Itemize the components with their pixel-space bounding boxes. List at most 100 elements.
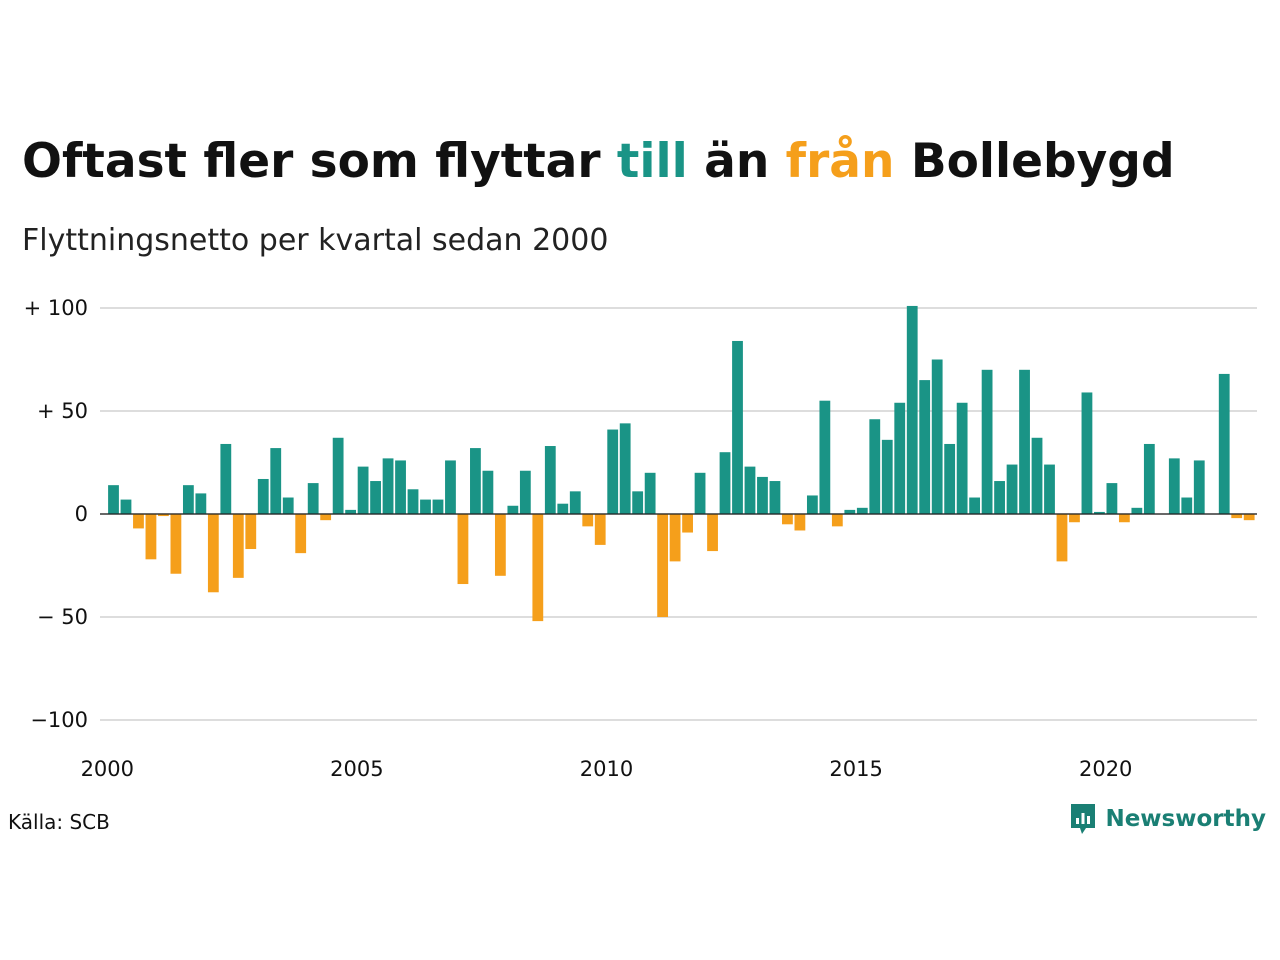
bar [831,514,843,527]
bar [120,499,132,514]
bar [582,514,594,527]
bar [519,470,531,514]
y-tick-label: + 50 [37,399,88,423]
bar [220,443,232,514]
bar [270,448,282,514]
bar [931,359,943,514]
bar [307,483,319,514]
y-axis-labels: + 100 + 50 0 − 50 −100 [24,296,88,732]
bar [794,514,806,531]
bar [1006,464,1018,514]
chart-title: Oftast fler som flyttar till än från Bol… [22,132,1175,192]
bar [382,458,394,514]
bars [108,305,1255,622]
title-part-5: Bollebygd [894,134,1175,189]
bar [557,503,569,514]
bar [195,493,207,514]
title-part-3: än [687,134,786,189]
source-note: Källa: SCB [8,810,110,834]
x-tick-label: 2010 [580,757,633,781]
title-part-1: Oftast fler som flyttar [22,134,617,189]
bar [856,507,868,514]
bar [420,499,431,514]
bar [1094,511,1105,514]
bar [719,452,731,514]
bar [544,446,556,514]
bar [145,514,157,560]
x-tick-label: 2005 [330,757,383,781]
bar [769,481,781,514]
y-tick-label: −100 [30,708,88,732]
bar [1081,392,1093,514]
bar [969,497,981,514]
x-tick-label: 2020 [1079,757,1132,781]
y-tick-label: 0 [75,502,88,526]
bar [1131,507,1143,514]
bar [619,423,631,514]
bar [632,491,644,514]
bar [295,514,307,554]
bar [844,509,856,514]
bar [1143,443,1155,514]
bar [819,400,831,514]
x-axis-labels: 2000 2005 2010 2015 2020 [81,757,1133,781]
bar [245,514,257,550]
bar [133,514,144,529]
bar [482,470,494,514]
bar [1044,464,1055,514]
bar [432,499,444,514]
bar [981,369,993,514]
bar [669,514,681,562]
bar [1181,497,1193,514]
bar [956,402,968,514]
x-tick-label: 2000 [81,757,134,781]
bar [232,514,244,578]
bar [257,478,269,514]
bar [1243,514,1255,521]
brand-logo: Newsworthy [1069,802,1266,836]
bar [607,429,619,514]
bar [1069,514,1080,523]
y-tick-label: + 100 [24,296,88,320]
bar [944,443,956,514]
bar [282,497,294,514]
bar [869,419,881,514]
bar [881,439,893,514]
bar [494,514,506,576]
bar [332,437,344,514]
bar [158,514,169,517]
bar [170,514,182,574]
bar [1019,369,1030,514]
bar [906,305,918,514]
bar [457,514,469,585]
bar [732,340,743,514]
bar [1031,437,1043,514]
bar [682,514,693,533]
bar [644,472,656,514]
bar [694,472,706,514]
bar [707,514,718,552]
bar [320,514,332,521]
bar [994,481,1005,514]
bar [207,514,219,593]
bar [1168,458,1180,514]
title-highlight-fran: från [785,134,895,189]
chart-subtitle: Flyttningsnetto per kvartal sedan 2000 [22,223,609,258]
bar [894,402,906,514]
bar [357,466,369,514]
bar [108,485,119,514]
bar [1193,460,1205,514]
bar [569,491,581,514]
y-tick-label: − 50 [37,605,88,629]
bar [919,380,931,514]
bar [370,481,381,514]
bar [594,514,606,545]
chart-speech-bubble-icon [1071,804,1096,834]
bar [1218,373,1230,514]
title-highlight-till: till [616,134,688,189]
bar [1118,514,1130,523]
x-tick-label: 2015 [829,757,882,781]
bar [532,514,544,622]
bar [182,485,194,514]
